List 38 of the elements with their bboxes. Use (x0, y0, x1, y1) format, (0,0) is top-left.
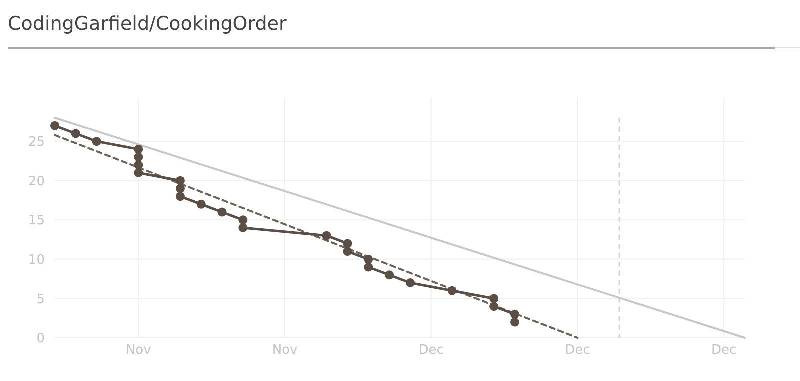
y-tick-label: 25 (28, 135, 45, 150)
x-tick-label: Dec (418, 343, 444, 358)
chart-title: CodingGarfield/CookingOrder (8, 13, 287, 35)
point (510, 318, 520, 327)
point (71, 129, 80, 138)
x-tick-label: Nov (126, 343, 152, 358)
point (406, 278, 415, 288)
y-tick-label: 10 (28, 252, 45, 268)
y-tick-label: 20 (28, 174, 45, 190)
point (238, 224, 248, 232)
point (50, 121, 60, 130)
point (364, 262, 374, 272)
y-tick-label: 15 (28, 214, 45, 229)
point (134, 160, 144, 170)
point (322, 231, 332, 240)
point (92, 137, 102, 146)
point (176, 176, 185, 186)
point (218, 208, 227, 217)
point (448, 286, 457, 296)
point (490, 294, 499, 304)
x-tick-label: Dec (712, 343, 737, 358)
point (196, 200, 206, 209)
point (385, 270, 394, 280)
point (490, 302, 499, 312)
point (238, 216, 248, 225)
x-tick-label: Dec (565, 343, 590, 358)
point (176, 184, 185, 194)
point (176, 192, 185, 202)
point (343, 247, 352, 256)
point (134, 144, 144, 154)
y-tick-label: 0 (36, 332, 45, 347)
point (343, 239, 352, 248)
x-tick-label: Nov (272, 343, 298, 358)
point (134, 168, 144, 178)
point (364, 254, 374, 264)
point (134, 152, 144, 162)
y-tick-label: 5 (36, 292, 45, 308)
point (510, 310, 520, 319)
